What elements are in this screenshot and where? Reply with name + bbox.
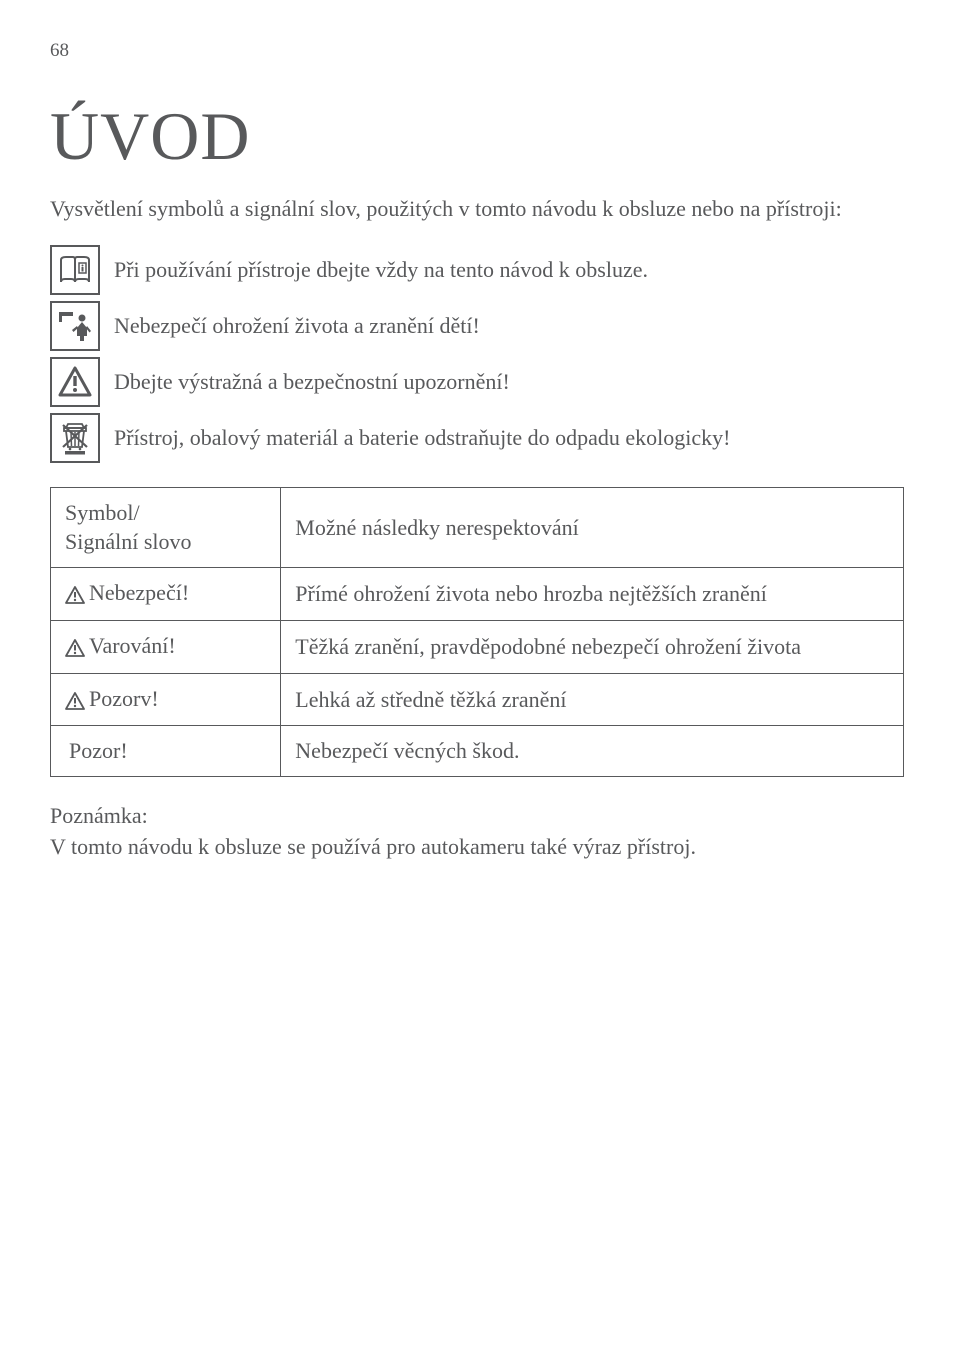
signal-word: Nebezpečí! xyxy=(89,580,189,605)
table-cell: Nebezpečí! xyxy=(51,568,281,621)
table-cell: Varování! xyxy=(51,620,281,673)
signal-word: Pozor! xyxy=(69,738,128,763)
page-title: ÚVOD xyxy=(50,97,904,176)
intro-text: Vysvětlení symbolů a signální slov, použ… xyxy=(50,194,904,225)
triangle-icon xyxy=(65,580,85,610)
table-cell: Lehká až středně těžká zranění xyxy=(281,673,904,726)
table-cell: Nebezpečí věcných škod. xyxy=(281,726,904,777)
triangle-icon xyxy=(65,633,85,663)
icon-row-weee: Přístroj, obalový materiál a baterie ods… xyxy=(50,413,904,463)
manual-icon xyxy=(50,245,100,295)
signal-word: Pozorv! xyxy=(89,686,159,711)
table-header-cell: Symbol/ Signální slovo xyxy=(51,487,281,567)
table-cell: Pozor! xyxy=(51,726,281,777)
icon-text: Přístroj, obalový materiál a baterie ods… xyxy=(114,423,730,453)
table-header-cell: Možné následky nerespektování xyxy=(281,487,904,567)
child-icon xyxy=(50,301,100,351)
signal-word-table: Symbol/ Signální slovo Možné následky ne… xyxy=(50,487,904,777)
warning-icon xyxy=(50,357,100,407)
icon-row-warning: Dbejte výstražná a bezpečnostní upozorně… xyxy=(50,357,904,407)
table-row: Pozorv! Lehká až středně těžká zranění xyxy=(51,673,904,726)
icon-row-manual: Při používání přístroje dbejte vždy na t… xyxy=(50,245,904,295)
note-text: V tomto návodu k obsluze se používá pro … xyxy=(50,834,696,859)
page-number: 68 xyxy=(50,40,904,62)
header-line2: Signální slovo xyxy=(65,529,192,554)
table-cell: Pozorv! xyxy=(51,673,281,726)
icon-text: Při používání přístroje dbejte vždy na t… xyxy=(114,255,648,285)
icon-row-child: Nebezpečí ohrožení života a zranění dětí… xyxy=(50,301,904,351)
icon-text: Nebezpečí ohrožení života a zranění dětí… xyxy=(114,311,480,341)
triangle-icon xyxy=(65,686,85,716)
footnote: Poznámka: V tomto návodu k obsluze se po… xyxy=(50,801,904,863)
icon-text: Dbejte výstražná a bezpečnostní upozorně… xyxy=(114,367,510,397)
header-line1: Symbol/ xyxy=(65,500,140,525)
table-cell: Přímé ohrožení života nebo hrozba nejtěž… xyxy=(281,568,904,621)
table-row: Pozor! Nebezpečí věcných škod. xyxy=(51,726,904,777)
table-row: Nebezpečí! Přímé ohrožení života nebo hr… xyxy=(51,568,904,621)
table-row: Varování! Těžká zranění, pravděpodobné n… xyxy=(51,620,904,673)
table-cell: Těžká zranění, pravděpodobné nebezpečí o… xyxy=(281,620,904,673)
weee-icon xyxy=(50,413,100,463)
table-header-row: Symbol/ Signální slovo Možné následky ne… xyxy=(51,487,904,567)
signal-word: Varování! xyxy=(89,633,176,658)
note-label: Poznámka: xyxy=(50,803,148,828)
